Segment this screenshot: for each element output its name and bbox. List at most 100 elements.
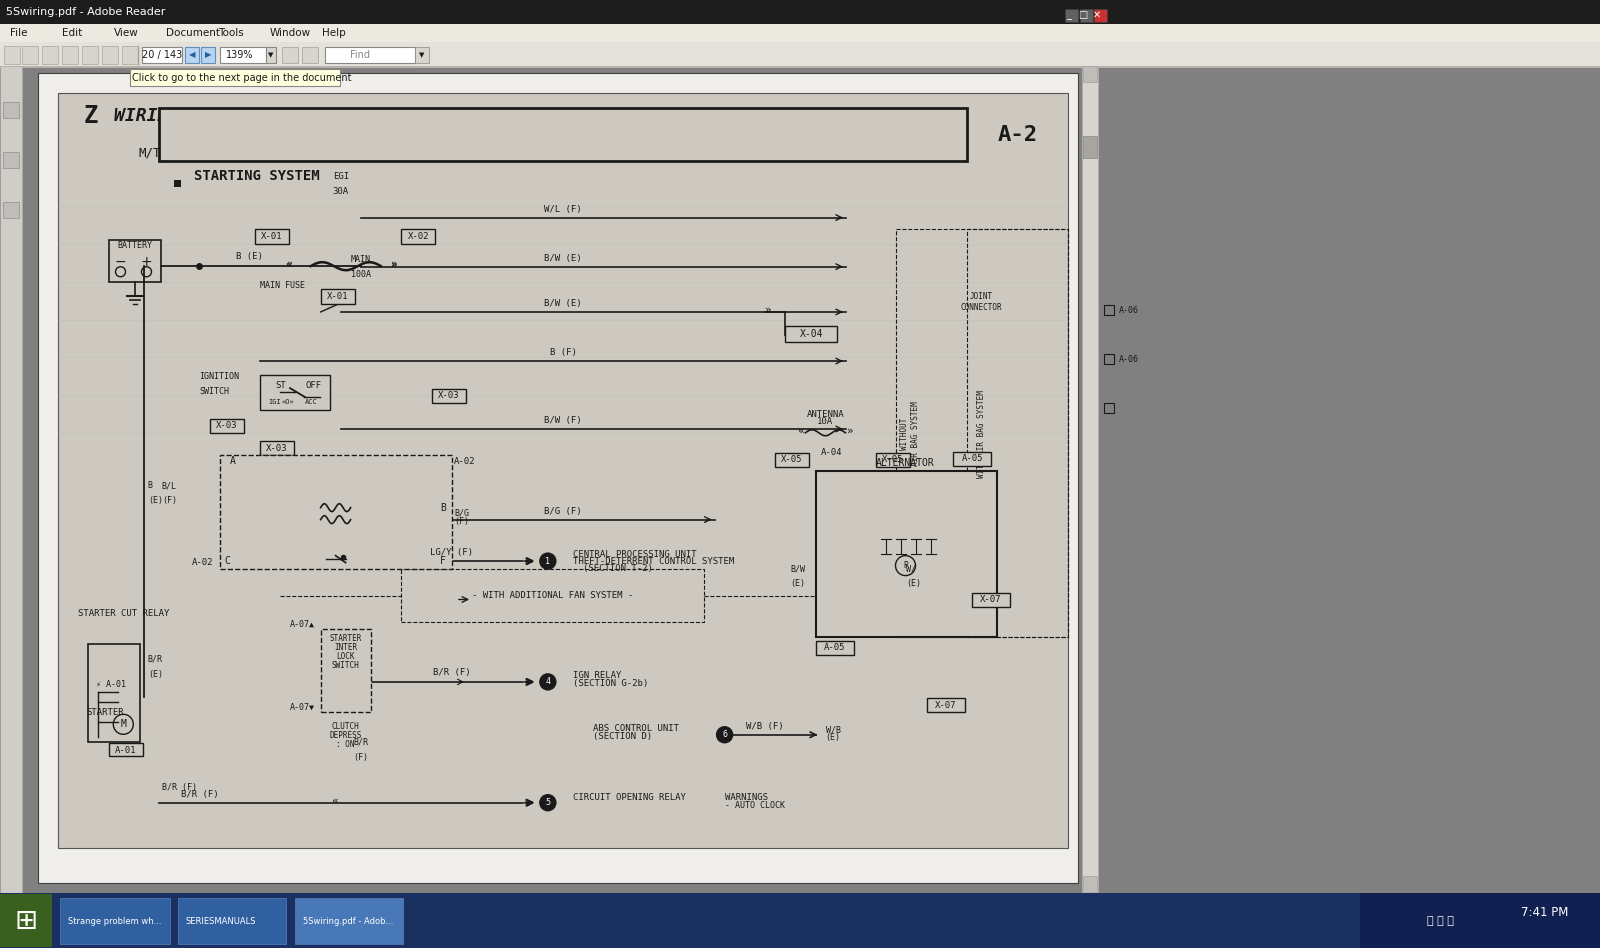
Text: OFF: OFF — [306, 380, 322, 390]
Bar — [294, 898, 403, 944]
Bar — [210, 419, 243, 432]
Bar — [3, 152, 19, 168]
Bar — [816, 470, 997, 637]
Text: X-07: X-07 — [981, 595, 1002, 604]
Bar — [1082, 66, 1098, 893]
Text: B/W (F): B/W (F) — [544, 416, 582, 425]
Circle shape — [539, 553, 555, 569]
Text: CIRCUIT OPENING RELAY: CIRCUIT OPENING RELAY — [573, 793, 686, 802]
Text: A: A — [230, 456, 235, 466]
Circle shape — [539, 794, 555, 811]
Bar — [1104, 403, 1114, 413]
Text: B: B — [440, 502, 446, 513]
Text: Strange problem wh...: Strange problem wh... — [67, 917, 162, 925]
Text: View: View — [114, 28, 139, 38]
Bar — [109, 743, 142, 757]
Bar — [1083, 876, 1098, 892]
Text: X-03: X-03 — [216, 421, 237, 430]
Text: »: » — [392, 260, 398, 269]
Bar — [302, 47, 318, 63]
Text: ANTENNA: ANTENNA — [806, 410, 845, 419]
Text: 30A: 30A — [333, 187, 349, 195]
Bar — [786, 326, 837, 342]
Circle shape — [717, 727, 733, 742]
Text: B/R: B/R — [147, 655, 163, 664]
Bar — [38, 73, 1078, 883]
Bar — [1080, 9, 1093, 22]
Bar — [432, 389, 466, 403]
Text: WITHOUT
AIR BAG SYSTEM: WITHOUT AIR BAG SYSTEM — [901, 401, 920, 466]
Text: B/G (F): B/G (F) — [544, 506, 582, 516]
Text: B/L: B/L — [162, 481, 178, 490]
Text: (E): (E) — [906, 579, 922, 589]
Bar — [178, 898, 286, 944]
Text: CLUTCH: CLUTCH — [331, 721, 360, 731]
Text: WITH AIR BAG SYSTEM: WITH AIR BAG SYSTEM — [976, 390, 986, 478]
Text: «: « — [285, 260, 293, 269]
Bar — [202, 47, 214, 63]
Bar — [0, 66, 22, 893]
Text: EGI: EGI — [333, 172, 349, 180]
Text: A-06: A-06 — [1118, 306, 1139, 315]
Text: ⊞: ⊞ — [14, 907, 38, 935]
Text: M/T: M/T — [139, 147, 162, 160]
Text: A-05: A-05 — [962, 454, 982, 463]
Text: MAIN FUSE: MAIN FUSE — [259, 281, 306, 290]
Bar — [877, 453, 910, 466]
Text: ◀: ◀ — [189, 50, 195, 60]
Text: A-01: A-01 — [115, 746, 136, 755]
Text: Click to go to the next page in the document: Click to go to the next page in the docu… — [131, 72, 352, 82]
Text: X-03: X-03 — [266, 444, 288, 453]
Bar — [1066, 9, 1078, 22]
Bar — [414, 47, 429, 63]
Text: CHARGING SYSTEM: CHARGING SYSTEM — [194, 142, 320, 156]
Bar — [1104, 305, 1114, 316]
Text: INTER: INTER — [334, 643, 357, 652]
Text: A-02: A-02 — [192, 557, 213, 567]
Bar — [259, 442, 294, 455]
Text: X-01: X-01 — [326, 292, 349, 301]
Bar — [266, 47, 277, 63]
Bar — [3, 202, 19, 218]
Text: Find: Find — [350, 50, 370, 60]
Bar — [259, 375, 330, 410]
Bar — [774, 453, 810, 466]
Bar — [966, 228, 1069, 637]
Text: ST: ST — [275, 380, 286, 390]
Bar — [22, 66, 1562, 893]
Circle shape — [539, 674, 555, 690]
Text: ✕: ✕ — [1093, 10, 1101, 20]
Text: (F): (F) — [354, 753, 368, 762]
Text: «O»: «O» — [282, 399, 294, 405]
Bar — [0, 894, 51, 947]
Text: C: C — [224, 556, 230, 566]
Bar — [402, 569, 704, 622]
Text: «: « — [797, 426, 805, 436]
Text: LOCK: LOCK — [336, 652, 355, 661]
Text: (E): (E) — [147, 496, 163, 505]
Text: ALTERNATOR: ALTERNATOR — [877, 458, 934, 467]
Bar — [3, 102, 19, 118]
Text: IGI: IGI — [269, 399, 280, 405]
Text: ABS CONTROL UNIT: ABS CONTROL UNIT — [594, 724, 680, 733]
Text: CENTRAL PROCESSING UNIT: CENTRAL PROCESSING UNIT — [573, 550, 696, 558]
Text: A-05: A-05 — [824, 643, 845, 652]
Bar — [325, 47, 414, 63]
Text: Edit: Edit — [62, 28, 82, 38]
Bar — [109, 240, 160, 282]
Bar — [0, 42, 1600, 66]
Bar — [282, 47, 298, 63]
Text: B (E): B (E) — [237, 252, 264, 261]
Bar — [320, 289, 355, 304]
Bar — [1083, 66, 1098, 82]
Text: Document: Document — [166, 28, 221, 38]
Text: 7:41 PM: 7:41 PM — [1522, 906, 1568, 920]
Text: SWITCH: SWITCH — [331, 661, 360, 670]
Text: 100A: 100A — [350, 269, 371, 279]
Bar — [402, 229, 435, 244]
Text: 4: 4 — [546, 678, 550, 686]
Text: DEPRESS: DEPRESS — [330, 731, 362, 739]
Text: ACC: ACC — [306, 399, 318, 405]
Text: WARNINGS: WARNINGS — [725, 793, 768, 802]
Bar — [58, 93, 1069, 848]
